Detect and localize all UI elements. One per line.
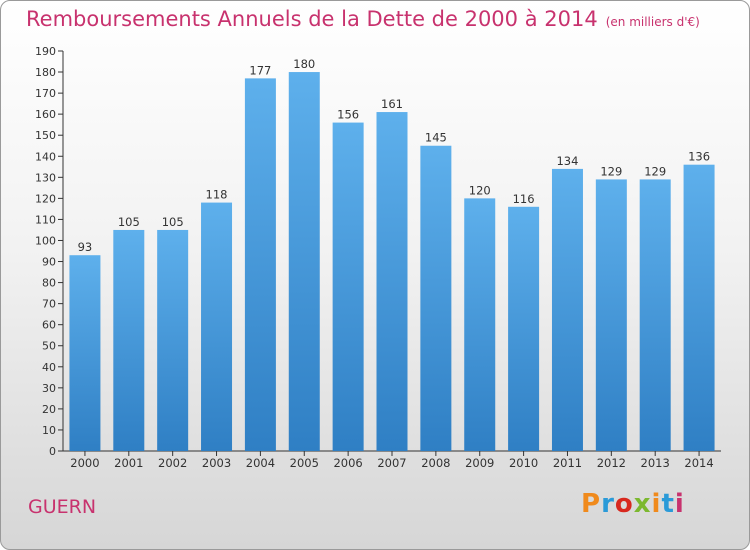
y-tick-label: 10 bbox=[42, 424, 56, 437]
x-tick-label: 2008 bbox=[421, 456, 450, 470]
x-tick-label: 2002 bbox=[158, 456, 187, 470]
y-tick-label: 150 bbox=[35, 129, 56, 142]
brand-letter: o bbox=[614, 489, 634, 519]
bar-value-label: 136 bbox=[688, 150, 710, 164]
y-tick-label: 50 bbox=[42, 340, 56, 353]
y-tick-label: 30 bbox=[42, 382, 56, 395]
bar bbox=[244, 78, 276, 452]
x-tick-label: 2007 bbox=[377, 456, 406, 470]
brand-letter: P bbox=[581, 489, 602, 519]
y-tick-label: 180 bbox=[35, 66, 56, 79]
x-tick-label: 2005 bbox=[290, 456, 319, 470]
y-tick-label: 80 bbox=[42, 277, 56, 290]
y-tick-label: 170 bbox=[35, 87, 56, 100]
bar-value-label: 134 bbox=[556, 154, 578, 168]
bar-value-label: 180 bbox=[293, 57, 315, 71]
chart-title-text: Remboursements Annuels de la Dette de 20… bbox=[26, 7, 598, 31]
bar-value-label: 105 bbox=[118, 215, 140, 229]
x-tick-label: 2003 bbox=[202, 456, 231, 470]
bar-value-label: 93 bbox=[78, 240, 93, 254]
y-tick-label: 120 bbox=[35, 192, 56, 205]
y-tick-label: 130 bbox=[35, 171, 56, 184]
bar bbox=[639, 179, 671, 451]
bar bbox=[157, 229, 189, 451]
bar-value-label: 177 bbox=[249, 63, 271, 77]
brand-letter: i bbox=[651, 489, 662, 519]
y-tick-label: 100 bbox=[35, 234, 56, 247]
bar-value-label: 161 bbox=[381, 97, 403, 111]
bar bbox=[420, 145, 452, 451]
chart-title: Remboursements Annuels de la Dette de 20… bbox=[26, 7, 700, 31]
bar-value-label: 129 bbox=[600, 164, 622, 178]
y-tick-label: 140 bbox=[35, 150, 56, 163]
x-tick-label: 2009 bbox=[465, 456, 494, 470]
y-tick-label: 40 bbox=[42, 361, 56, 374]
x-tick-label: 2004 bbox=[246, 456, 275, 470]
x-tick-label: 2001 bbox=[114, 456, 143, 470]
unit-note: (en milliers d'€) bbox=[605, 15, 700, 29]
x-tick-label: 2010 bbox=[509, 456, 538, 470]
y-tick-label: 60 bbox=[42, 319, 56, 332]
bar-value-label: 156 bbox=[337, 108, 359, 122]
bar bbox=[595, 179, 627, 451]
brand-letter: i bbox=[674, 489, 685, 519]
bar-value-label: 118 bbox=[206, 188, 228, 202]
bar-value-label: 116 bbox=[513, 192, 535, 206]
x-tick-label: 2000 bbox=[70, 456, 99, 470]
brand-letter: x bbox=[633, 489, 652, 519]
bar bbox=[113, 229, 145, 451]
location-label: GUERN bbox=[28, 496, 97, 518]
x-tick-label: 2014 bbox=[684, 456, 713, 470]
x-tick-label: 2013 bbox=[641, 456, 670, 470]
bar-value-label: 120 bbox=[469, 183, 491, 197]
bar-value-label: 145 bbox=[425, 131, 447, 145]
x-tick-label: 2012 bbox=[597, 456, 626, 470]
x-tick-label: 2011 bbox=[553, 456, 582, 470]
y-tick-label: 90 bbox=[42, 256, 56, 269]
y-tick-label: 70 bbox=[42, 298, 56, 311]
bar bbox=[508, 206, 540, 451]
y-tick-label: 190 bbox=[35, 45, 56, 58]
bar bbox=[69, 255, 101, 451]
bar bbox=[288, 72, 320, 451]
bar bbox=[551, 168, 583, 452]
y-tick-label: 0 bbox=[49, 445, 56, 458]
bar-value-label: 129 bbox=[644, 164, 666, 178]
y-tick-label: 160 bbox=[35, 108, 56, 121]
y-tick-label: 110 bbox=[35, 213, 56, 226]
bar bbox=[376, 112, 408, 451]
brand-logo: Proxiti bbox=[581, 489, 685, 519]
bar-value-label: 105 bbox=[162, 215, 184, 229]
y-tick-label: 20 bbox=[42, 403, 56, 416]
x-tick-label: 2006 bbox=[333, 456, 362, 470]
bar bbox=[332, 122, 364, 451]
bar bbox=[683, 164, 715, 451]
bar bbox=[201, 202, 233, 451]
brand-letter: r bbox=[601, 489, 615, 519]
brand-letter: t bbox=[661, 489, 675, 519]
bar bbox=[464, 198, 496, 451]
